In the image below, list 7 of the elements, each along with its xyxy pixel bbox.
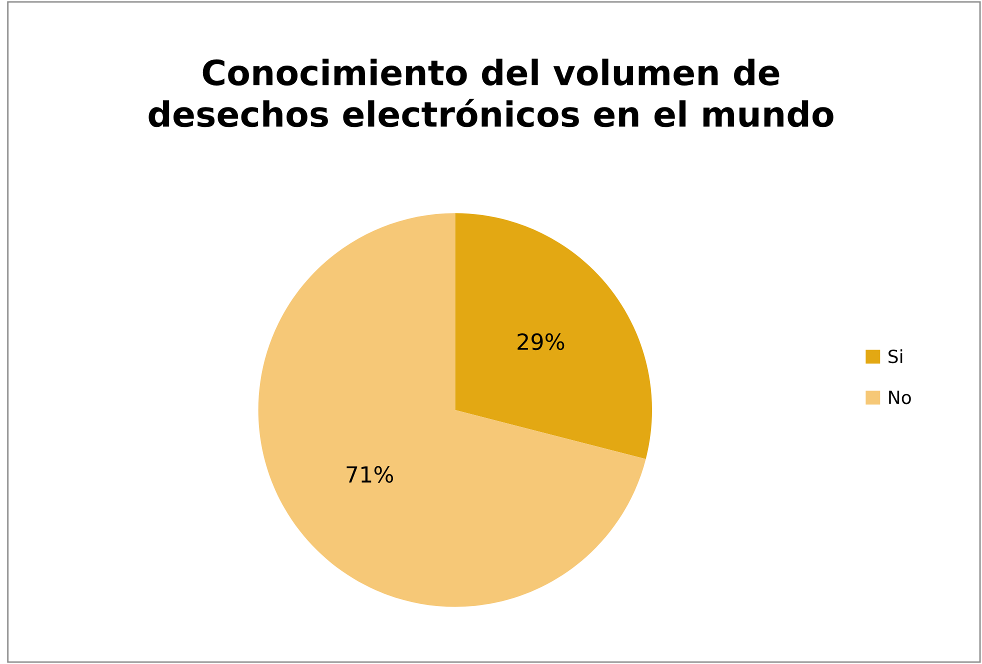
legend-label: Si [888,349,902,364]
legend-label: No [889,390,911,404]
chart-title: Conocimiento del volumen de desechos electrónicos en el mundo [148,58,834,128]
data-label: 71% [346,466,394,483]
pie-slice [258,213,646,607]
pie-slice [455,213,652,459]
data-label: 29% [518,333,564,350]
